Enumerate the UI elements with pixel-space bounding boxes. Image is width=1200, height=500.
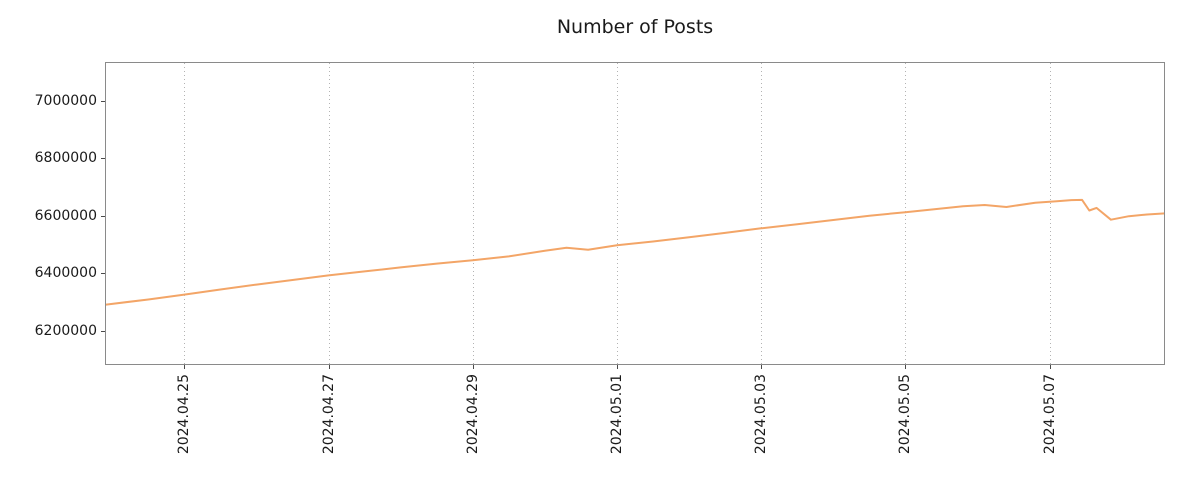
y-tick-label: 6800000 xyxy=(34,150,97,167)
x-tick-label: 2024.05.05 xyxy=(897,374,913,454)
x-tick-label: 2024.04.25 xyxy=(176,374,192,454)
y-tick-mark xyxy=(101,331,105,332)
x-tick-mark xyxy=(617,365,618,369)
x-tick-label: 2024.05.01 xyxy=(609,374,625,454)
x-tick-mark xyxy=(473,365,474,369)
x-tick-label-text: 2024.05.05 xyxy=(897,374,914,455)
x-tick-label-text: 2024.05.07 xyxy=(1041,374,1058,455)
y-tick-label: 7000000 xyxy=(34,92,97,109)
x-tick-mark xyxy=(761,365,762,369)
y-tick-mark xyxy=(101,216,105,217)
x-tick-mark xyxy=(905,365,906,369)
x-tick-label: 2024.05.03 xyxy=(753,374,769,454)
posts-line xyxy=(105,198,1165,306)
x-tick-label: 2024.04.27 xyxy=(321,374,337,454)
x-tick-label: 2024.04.29 xyxy=(465,374,481,454)
y-tick-label: 6400000 xyxy=(34,265,97,282)
y-tick-label: 6200000 xyxy=(34,322,97,339)
x-tick-label-text: 2024.05.03 xyxy=(753,374,770,455)
x-tick-mark xyxy=(1050,365,1051,369)
x-tick-label-text: 2024.04.29 xyxy=(464,374,481,455)
y-tick-mark xyxy=(101,101,105,102)
x-tick-label-text: 2024.04.27 xyxy=(320,374,337,455)
y-tick-mark xyxy=(101,158,105,159)
x-tick-mark xyxy=(184,365,185,369)
plot-border xyxy=(105,62,1165,365)
x-tick-label-text: 2024.04.25 xyxy=(176,374,193,455)
y-tick-label: 6600000 xyxy=(34,207,97,224)
chart-title: Number of Posts xyxy=(556,16,714,38)
x-tick-label: 2024.05.07 xyxy=(1042,374,1058,454)
x-tick-mark xyxy=(329,365,330,369)
x-tick-label-text: 2024.05.01 xyxy=(608,374,625,455)
plot-area xyxy=(105,62,1165,365)
y-tick-mark xyxy=(101,273,105,274)
line-chart xyxy=(105,62,1165,365)
